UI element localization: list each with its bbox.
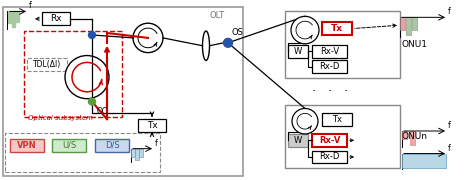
Bar: [412, 17, 417, 30]
Text: f: f: [29, 1, 32, 10]
Bar: [139, 149, 143, 158]
Bar: [402, 154, 446, 168]
Circle shape: [89, 98, 96, 105]
Text: OLT: OLT: [210, 12, 225, 21]
Bar: [95, 139, 129, 152]
Text: TDL(Δl): TDL(Δl): [33, 60, 61, 69]
Bar: [285, 12, 400, 78]
Circle shape: [65, 56, 109, 99]
Bar: [312, 45, 347, 57]
Bar: [52, 139, 86, 152]
Text: ONUn: ONUn: [402, 132, 428, 141]
Bar: [312, 151, 347, 163]
Bar: [131, 149, 135, 158]
Circle shape: [224, 38, 233, 47]
Bar: [288, 45, 308, 57]
Text: W: W: [294, 136, 302, 145]
Text: Rx-V: Rx-V: [320, 47, 339, 56]
Text: OC: OC: [97, 107, 108, 116]
Bar: [27, 57, 67, 71]
Text: Rx-V: Rx-V: [319, 136, 340, 145]
Bar: [400, 17, 404, 30]
Bar: [16, 12, 19, 22]
Bar: [3, 6, 243, 176]
Text: Rx-D: Rx-D: [319, 62, 340, 71]
Bar: [312, 60, 347, 73]
Text: Optical subsystem: Optical subsystem: [28, 115, 93, 122]
Text: ·   ·   ·: · · ·: [312, 85, 348, 98]
Text: Tx: Tx: [331, 24, 343, 33]
Text: D/S: D/S: [105, 141, 119, 150]
Circle shape: [89, 31, 96, 38]
Bar: [138, 119, 166, 132]
Text: f: f: [448, 144, 451, 153]
Text: Rx: Rx: [50, 14, 62, 23]
Bar: [410, 131, 415, 145]
Circle shape: [133, 23, 163, 53]
Bar: [285, 105, 400, 168]
Ellipse shape: [203, 31, 210, 60]
Text: W: W: [294, 47, 302, 56]
Text: ONU1: ONU1: [402, 40, 428, 49]
Bar: [312, 134, 347, 147]
Bar: [42, 12, 70, 25]
Bar: [12, 12, 15, 27]
Text: OS: OS: [231, 28, 243, 37]
Text: f: f: [448, 7, 451, 16]
Circle shape: [291, 16, 319, 44]
Text: Tx: Tx: [332, 115, 342, 124]
Bar: [24, 31, 122, 117]
Bar: [322, 22, 352, 35]
Text: f: f: [448, 121, 451, 130]
Bar: [10, 139, 44, 152]
Bar: [288, 134, 308, 147]
Bar: [5, 133, 160, 172]
Bar: [8, 12, 11, 23]
Text: Tx: Tx: [147, 121, 158, 130]
Text: U/S: U/S: [62, 141, 76, 150]
Circle shape: [292, 109, 318, 134]
Bar: [402, 131, 407, 139]
Text: f: f: [155, 139, 158, 148]
Bar: [135, 149, 138, 160]
Bar: [322, 113, 352, 126]
Text: Rx-D: Rx-D: [319, 152, 340, 161]
Text: VPN: VPN: [17, 141, 37, 150]
Bar: [406, 17, 411, 35]
